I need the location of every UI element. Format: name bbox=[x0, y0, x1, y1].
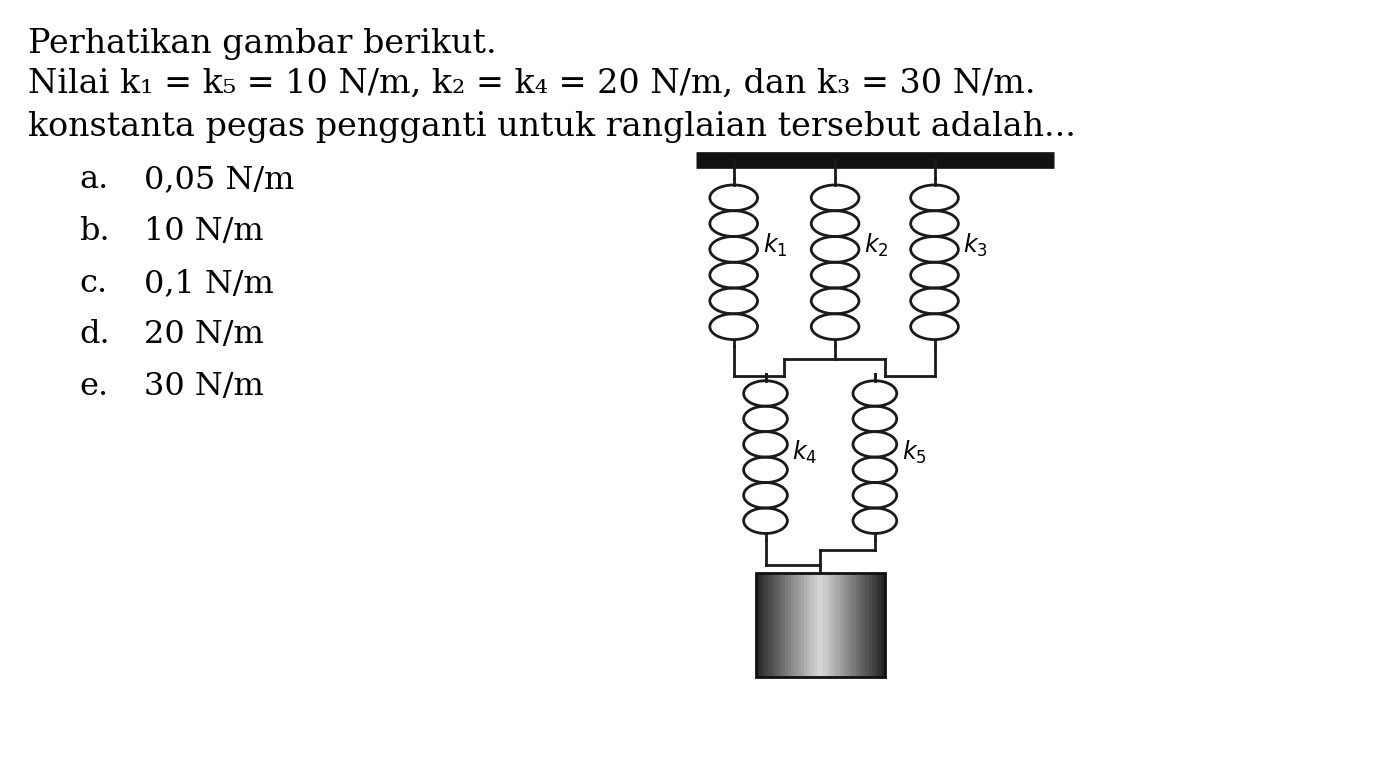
Text: konstanta pegas pengganti untuk ranglaian tersebut adalah...: konstanta pegas pengganti untuk ranglaia… bbox=[27, 111, 1076, 143]
Bar bbox=[882, 573, 885, 677]
Bar bbox=[765, 573, 768, 677]
Bar bbox=[875, 573, 878, 677]
Text: 20 N/m: 20 N/m bbox=[144, 319, 264, 351]
Bar bbox=[801, 573, 804, 677]
Text: Nilai k₁ = k₅ = 10 N/m, k₂ = k₄ = 20 N/m, dan k₃ = 30 N/m.: Nilai k₁ = k₅ = 10 N/m, k₂ = k₄ = 20 N/m… bbox=[27, 68, 1036, 100]
Bar bbox=[863, 573, 866, 677]
Bar bbox=[820, 573, 823, 677]
Text: d.: d. bbox=[80, 319, 110, 351]
Bar bbox=[811, 573, 813, 677]
Bar bbox=[778, 573, 782, 677]
Bar bbox=[833, 573, 837, 677]
Text: 10 N/m: 10 N/m bbox=[144, 216, 264, 247]
Text: 30 N/m: 30 N/m bbox=[144, 371, 264, 402]
Bar bbox=[837, 573, 840, 677]
Bar bbox=[849, 573, 852, 677]
Bar bbox=[868, 573, 872, 677]
Bar bbox=[842, 573, 846, 677]
Bar bbox=[787, 573, 791, 677]
Text: $k_5$: $k_5$ bbox=[901, 439, 926, 465]
Bar bbox=[804, 573, 808, 677]
Text: e.: e. bbox=[80, 371, 109, 402]
Bar bbox=[756, 573, 885, 677]
Bar bbox=[872, 573, 875, 677]
Bar bbox=[782, 573, 785, 677]
Text: $k_3$: $k_3$ bbox=[963, 232, 988, 259]
Bar bbox=[808, 573, 811, 677]
Text: $k_2$: $k_2$ bbox=[864, 232, 889, 259]
Text: 0,1 N/m: 0,1 N/m bbox=[144, 268, 273, 298]
Text: $k_1$: $k_1$ bbox=[763, 232, 787, 259]
Bar bbox=[846, 573, 849, 677]
Bar bbox=[856, 573, 859, 677]
Bar bbox=[758, 573, 763, 677]
Bar bbox=[840, 573, 842, 677]
Bar bbox=[763, 573, 765, 677]
Text: Perhatikan gambar berikut.: Perhatikan gambar berikut. bbox=[27, 28, 496, 60]
Bar bbox=[866, 573, 868, 677]
Bar bbox=[830, 573, 833, 677]
Text: a.: a. bbox=[80, 164, 109, 195]
Bar bbox=[878, 573, 882, 677]
Text: $k_4$: $k_4$ bbox=[793, 439, 818, 465]
Bar bbox=[794, 573, 797, 677]
Bar bbox=[791, 573, 794, 677]
Bar bbox=[818, 573, 820, 677]
Bar bbox=[775, 573, 778, 677]
Bar bbox=[756, 573, 758, 677]
Bar bbox=[859, 573, 863, 677]
Text: 0,05 N/m: 0,05 N/m bbox=[144, 164, 294, 195]
Bar bbox=[852, 573, 856, 677]
Bar bbox=[785, 573, 787, 677]
Bar bbox=[797, 573, 801, 677]
Bar bbox=[827, 573, 830, 677]
Bar bbox=[813, 573, 818, 677]
Bar bbox=[823, 573, 827, 677]
Text: b.: b. bbox=[80, 216, 110, 247]
Bar bbox=[772, 573, 775, 677]
Bar bbox=[768, 573, 772, 677]
Text: c.: c. bbox=[80, 268, 107, 298]
